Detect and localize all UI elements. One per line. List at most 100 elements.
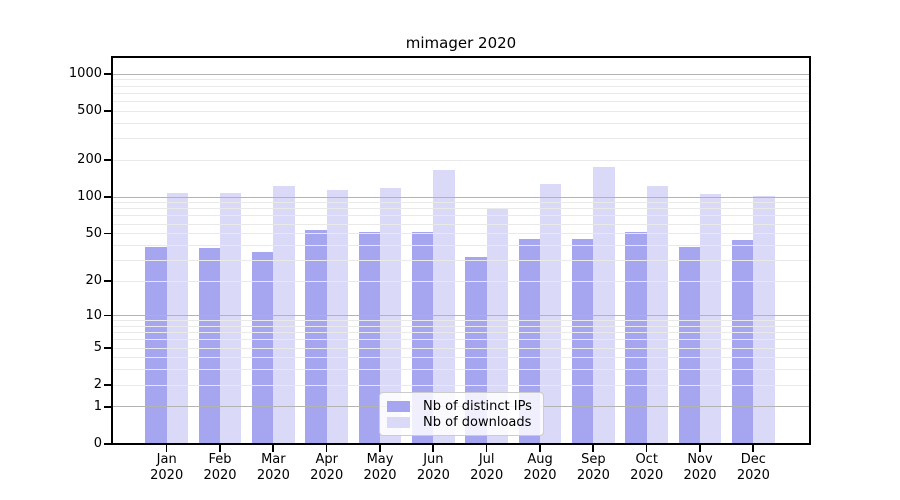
bar-downloads-oct: [646, 186, 668, 444]
legend-label-downloads: Nb of downloads: [423, 415, 532, 431]
axis-spine-right: [809, 56, 811, 445]
gridline-minor: [112, 110, 810, 112]
y-tick-label: 100: [77, 189, 102, 205]
gridline-minor: [112, 92, 810, 94]
y-tick-label: 20: [85, 273, 102, 289]
y-tick-label: 1000: [68, 66, 102, 82]
bar-downloads-jan: [166, 193, 188, 444]
gridline-minor: [112, 122, 810, 124]
y-tick-label: 200: [77, 152, 102, 168]
x-tickmark: [699, 444, 701, 452]
y-tick-label: 500: [77, 103, 102, 119]
gridline-minor: [112, 233, 810, 235]
bar-distinct-ips-feb: [198, 247, 221, 444]
y-tickmark: [104, 110, 112, 112]
x-tickmark: [432, 444, 434, 452]
gridline-minor: [112, 215, 810, 217]
gridline-minor: [112, 259, 810, 261]
legend-item-distinct-ips: Nb of distinct IPs: [387, 398, 533, 415]
y-tickmark: [104, 232, 112, 235]
gridline-minor: [112, 223, 810, 225]
x-tick-label: Aug 2020: [523, 452, 557, 483]
gridline-minor: [112, 384, 810, 386]
gridline-minor: [112, 332, 810, 334]
x-tickmark: [165, 444, 168, 452]
x-tickmark: [645, 444, 648, 452]
x-tick-label: Nov 2020: [683, 452, 717, 483]
y-tickmark: [104, 159, 112, 161]
bar-downloads-nov: [700, 194, 722, 444]
bar-distinct-ips-oct: [625, 231, 647, 444]
x-tickmark: [485, 444, 488, 452]
gridline-minor: [112, 325, 810, 327]
legend-swatch-distinct-ips: [387, 400, 410, 412]
gridline-major: [112, 315, 810, 317]
grid-layer: [112, 57, 810, 444]
y-tickmark: [104, 384, 112, 386]
y-tickmark: [104, 280, 112, 282]
y-tick-label: 0: [93, 436, 102, 451]
bar-downloads-dec: [753, 196, 775, 444]
gridline-minor: [112, 159, 810, 161]
bar-downloads-mar: [273, 185, 295, 444]
bar-distinct-ips-apr: [305, 229, 327, 444]
x-tick-label: Jul 2020: [470, 452, 504, 483]
bar-distinct-ips-jun: [412, 231, 434, 444]
x-tickmark: [752, 444, 754, 452]
legend-item-downloads: Nb of downloads: [387, 415, 533, 432]
y-tickmark: [104, 73, 112, 75]
gridline-minor: [112, 347, 810, 349]
x-tick-label: Jun 2020: [416, 452, 450, 483]
gridline-major: [112, 196, 810, 198]
plot-area: Nb of distinct IPs Nb of downloads: [111, 56, 811, 445]
bar-distinct-ips-dec: [732, 240, 754, 444]
y-tickmark: [104, 196, 112, 198]
gridline-minor: [112, 244, 810, 246]
y-tick-label: 10: [85, 307, 102, 323]
x-tick-label: Jan 2020: [150, 452, 184, 483]
x-tickmark: [539, 444, 541, 452]
gridline-minor: [112, 320, 810, 322]
bar-downloads-feb: [220, 193, 242, 444]
gridline-minor: [112, 208, 810, 210]
bar-downloads-sep: [593, 167, 615, 444]
y-tickmark: [104, 405, 112, 408]
bar-distinct-ips-may: [358, 231, 381, 444]
legend: Nb of distinct IPs Nb of downloads: [379, 392, 544, 436]
x-tick-label: Oct 2020: [630, 452, 664, 483]
x-tick-label: Feb 2020: [203, 452, 237, 483]
gridline-minor: [112, 339, 810, 341]
axis-spine-bottom: [111, 443, 811, 445]
x-tick-label: Sep 2020: [576, 452, 610, 483]
x-tickmark: [325, 444, 328, 452]
bar-downloads-jun: [433, 169, 455, 444]
x-tickmark: [272, 444, 274, 452]
gridline-major: [112, 73, 810, 75]
x-tickmark: [379, 444, 381, 452]
axis-spine-left: [111, 56, 113, 445]
bar-distinct-ips-nov: [678, 246, 701, 444]
gridline-minor: [112, 202, 810, 204]
legend-label-distinct-ips: Nb of distinct IPs: [423, 398, 532, 414]
legend-swatch-downloads: [387, 417, 410, 429]
x-tick-label: Mar 2020: [256, 452, 290, 483]
gridline-minor: [112, 79, 810, 81]
bar-distinct-ips-jan: [145, 246, 167, 444]
y-tickmark: [104, 347, 112, 349]
gridline-minor: [112, 138, 810, 140]
x-tick-label: Apr 2020: [310, 452, 344, 483]
gridline-minor: [112, 280, 810, 282]
bar-distinct-ips-sep: [572, 239, 594, 444]
x-tick-label: Dec 2020: [736, 452, 770, 483]
x-tickmark: [592, 444, 594, 452]
y-tick-label: 1: [93, 398, 102, 414]
y-tick-label: 50: [85, 225, 102, 241]
x-tickmark: [219, 444, 221, 452]
axis-spine-top: [111, 56, 811, 58]
y-tick-label: 2: [93, 377, 102, 393]
gridline-minor: [112, 101, 810, 103]
bar-downloads-apr: [326, 190, 348, 444]
y-tickmark: [104, 314, 112, 317]
gridline-minor: [112, 369, 810, 371]
